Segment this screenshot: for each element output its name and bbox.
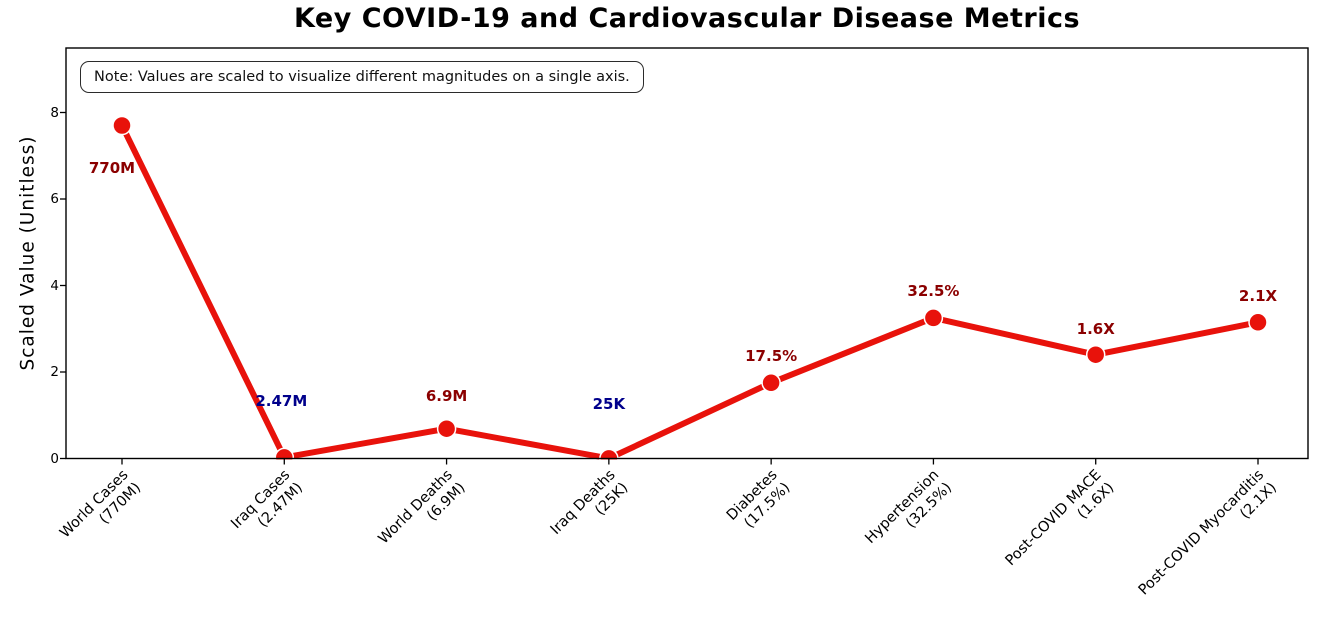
y-tick-label: 0	[50, 450, 59, 467]
data-series	[112, 115, 1268, 460]
value-annotation: 1.6X	[1076, 319, 1115, 338]
data-point-marker	[1085, 344, 1106, 365]
value-annotation: 32.5%	[907, 281, 960, 300]
data-point-marker	[923, 308, 944, 328]
y-tick-label: 4	[50, 277, 59, 294]
y-tick-label: 6	[50, 191, 59, 207]
note-box: Note: Values are scaled to visualize dif…	[80, 61, 644, 93]
series-line	[119, 122, 1261, 460]
data-point-marker	[274, 447, 295, 460]
y-axis-label: Scaled Value (Unitless)	[17, 135, 39, 371]
value-annotation: 770M	[88, 159, 136, 178]
data-point-marker	[436, 418, 457, 439]
y-tick-label: 2	[50, 364, 59, 380]
value-annotation: 2.1X	[1238, 287, 1278, 306]
value-annotation: 25K	[592, 395, 626, 414]
data-point-marker	[112, 115, 132, 136]
axes-border	[65, 47, 1309, 460]
value-annotation: 6.9M	[425, 386, 468, 405]
data-point-marker	[1248, 312, 1268, 333]
value-annotation: 2.47M	[255, 392, 308, 411]
y-tick-label: 8	[50, 104, 59, 121]
data-point-marker	[761, 373, 781, 393]
note-text: Note: Values are scaled to visualize dif…	[94, 69, 630, 85]
value-annotation: 17.5%	[745, 346, 798, 365]
chart-title: Key COVID-19 and Cardiovascular Disease …	[293, 3, 1081, 34]
